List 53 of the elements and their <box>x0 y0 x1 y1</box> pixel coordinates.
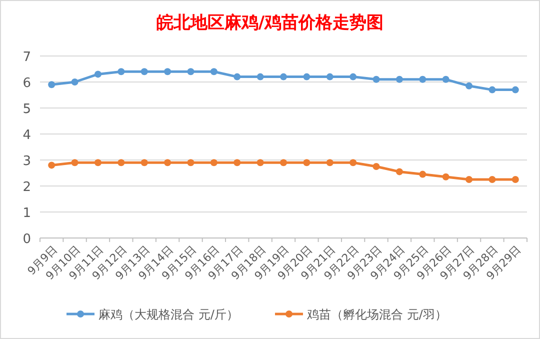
point <box>118 68 125 76</box>
point <box>71 78 78 86</box>
point <box>280 73 287 80</box>
point <box>118 159 125 166</box>
point <box>164 159 172 166</box>
legend-label: 麻鸡（大规格混合 元/斤） <box>98 308 238 322</box>
point <box>442 173 450 180</box>
point <box>140 68 148 76</box>
y-tick-label: 7 <box>22 50 31 65</box>
point <box>210 159 218 166</box>
point <box>303 159 310 166</box>
point <box>71 159 78 166</box>
point <box>466 82 473 90</box>
point <box>442 76 450 83</box>
point <box>326 159 334 166</box>
point <box>372 76 380 83</box>
point <box>488 176 496 183</box>
point <box>419 170 426 178</box>
y-tick-label: 1 <box>22 206 31 221</box>
point <box>280 159 287 166</box>
point <box>94 70 102 78</box>
y-tick-label: 6 <box>22 76 31 91</box>
y-tick-label: 5 <box>22 102 31 117</box>
point <box>256 159 264 166</box>
point <box>210 68 218 76</box>
point <box>48 162 56 169</box>
y-tick-label: 0 <box>22 232 31 247</box>
point <box>187 68 194 76</box>
point <box>466 176 473 183</box>
y-tick-label: 4 <box>22 128 31 143</box>
point <box>512 86 519 94</box>
point <box>326 73 334 80</box>
point <box>350 159 357 166</box>
point <box>187 159 194 166</box>
point <box>164 68 172 76</box>
point <box>140 159 148 166</box>
point <box>303 73 310 80</box>
point <box>234 73 241 80</box>
point <box>419 76 426 83</box>
point <box>48 81 56 88</box>
point <box>512 176 519 183</box>
legend-label: 鸡苗（孵化场混合 元/羽） <box>306 308 447 322</box>
point <box>396 168 403 176</box>
chart-title: 皖北地区麻鸡/鸡苗价格走势图 <box>156 13 384 33</box>
y-tick-label: 2 <box>22 180 31 195</box>
point <box>396 76 403 83</box>
point <box>256 73 264 80</box>
point <box>488 86 496 94</box>
point <box>234 159 241 166</box>
y-tick-label: 3 <box>22 154 31 169</box>
point <box>94 159 102 166</box>
point <box>372 163 380 170</box>
point <box>350 73 357 80</box>
